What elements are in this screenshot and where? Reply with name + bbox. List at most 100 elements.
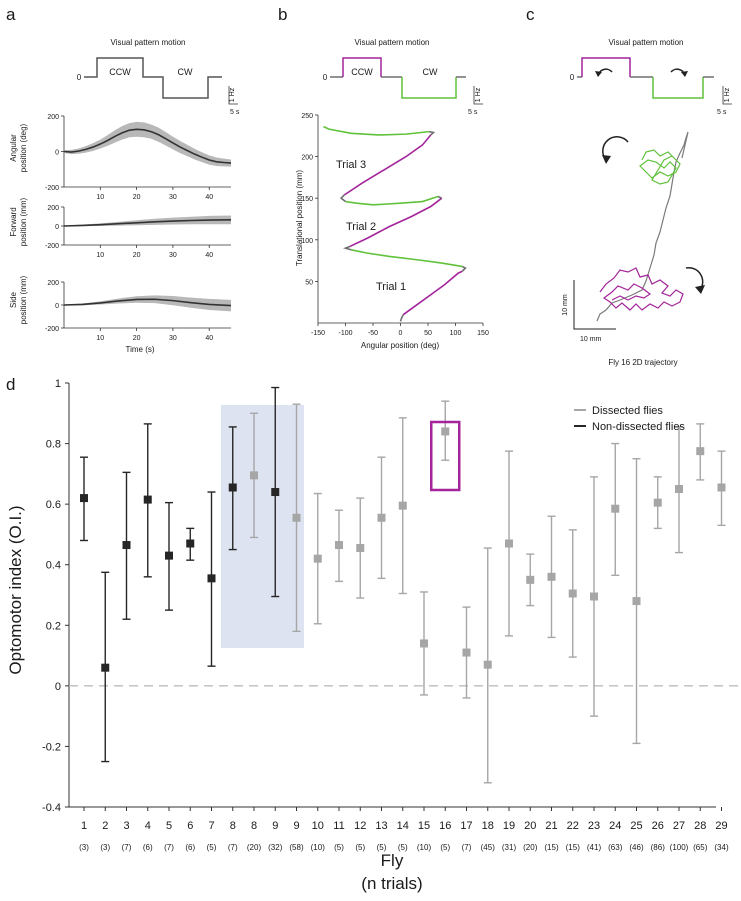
fly-n-trials-label: (3) [100, 843, 110, 852]
stim-title-c: Visual pattern motion [608, 38, 683, 47]
stim-scale-s-b: 5 s [468, 109, 478, 116]
fly-id-label: 23 [588, 820, 600, 832]
panel-b-xtick-label: -100 [338, 330, 352, 337]
trial-2-label: Trial 2 [346, 221, 376, 233]
trajectory-arrowhead-bottom-icon [695, 285, 705, 294]
stim-c-ccw [581, 57, 631, 77]
panel-label-d: d [6, 375, 15, 394]
fly-n-trials-label: (34) [714, 843, 729, 852]
trajectory-segment-ccw [343, 134, 432, 196]
panel-a-angular-plot: 200 0 -200 10 20 30 40 [45, 114, 232, 201]
mean-marker-non-dissected [271, 488, 280, 497]
angular-sd-band [64, 121, 231, 167]
fly-n-trials-label: (65) [693, 843, 708, 852]
mean-marker-non-dissected [165, 551, 173, 560]
angular-ytick-label: 0 [55, 150, 59, 157]
fly-n-trials-label: (5) [334, 843, 344, 852]
mean-marker-dissected [632, 597, 641, 606]
trajectory-segment-cw [345, 195, 439, 206]
panel-b-ylabel: Translational position (mm) [295, 170, 304, 267]
angular-ylabel-1: Angular [9, 134, 18, 162]
fly-n-trials-label: (5) [377, 843, 387, 852]
fly-id-label: 10 [312, 820, 324, 832]
panel-c-caption: Fly 16 2D trajectory [608, 358, 677, 367]
panel-b-ytick-label: 100 [301, 238, 313, 245]
mean-marker-dissected [653, 498, 662, 507]
side-xtick-label: 10 [96, 335, 104, 342]
time-xlabel: Time (s) [125, 345, 154, 354]
fly-n-trials-label: (7) [228, 843, 238, 852]
panel-c-trajectory: 10 mm 10 mm Fly 16 2D trajectory [562, 131, 705, 367]
fly-id-label: 14 [397, 820, 409, 832]
fly-id-label: 2 [102, 820, 108, 832]
mean-marker-dissected [505, 539, 513, 548]
stim-cw-b: CW [423, 67, 438, 77]
side-ylabel-2: position (mm) [19, 275, 28, 324]
fly-n-trials-label: (20) [523, 843, 538, 852]
panel-b-ytick-label: 250 [301, 113, 313, 120]
angular-xtick-label: 40 [205, 194, 213, 201]
fly-id-label: 21 [545, 820, 557, 832]
fly-id-label: 19 [503, 820, 515, 832]
trajectory-ccw [599, 267, 684, 311]
stim-scale-c [722, 86, 732, 105]
panel-d-ytick-label: 0 [55, 681, 61, 693]
highlight-region [221, 405, 304, 648]
stim-trace-a [84, 57, 222, 99]
stim-zero-a: 0 [77, 73, 82, 82]
fly-n-trials-label: (5) [207, 843, 217, 852]
fly-n-trials-label: (58) [289, 843, 304, 852]
side-mean-line [63, 298, 232, 307]
mean-marker-dissected [717, 483, 726, 492]
fly-id-label: 12 [354, 820, 366, 832]
fly-n-trials-label: (32) [268, 843, 283, 852]
fly-id-label: 5 [166, 820, 172, 832]
fly-n-trials-label: (5) [398, 843, 408, 852]
forward-sd-band [64, 215, 231, 227]
stim-cw-a: CW [178, 67, 193, 77]
fly-id-label: 9 [293, 820, 299, 832]
stim-scale-hz-a: 1 Hz [229, 87, 236, 102]
trajectory-segment-ccw [402, 270, 463, 316]
mean-marker-dissected [398, 501, 407, 510]
trajectory-segment-ccw [349, 197, 443, 248]
stim-ccw-b: CCW [351, 67, 373, 77]
panel-a-forward-plot: 200 0 -200 10 20 30 40 [45, 205, 232, 259]
panel-b-xtick-label: -150 [311, 330, 325, 337]
forward-ytick-label: -200 [45, 243, 59, 250]
forward-ytick-label: 0 [55, 224, 59, 231]
mean-marker-dissected [696, 447, 705, 456]
panel-c-stimulus: Visual pattern motion 0 1 Hz 5 s [570, 38, 732, 116]
fly-id-label: 18 [482, 820, 494, 832]
fly-n-trials-label: (41) [587, 843, 602, 852]
angular-ytick-label: -200 [45, 185, 59, 192]
trajectory-neutral [596, 131, 689, 322]
side-xtick-label: 20 [133, 335, 141, 342]
fly-n-trials-label: (86) [651, 843, 666, 852]
mean-marker-dissected [313, 554, 322, 563]
angular-ylabel-2: position (deg) [19, 123, 28, 172]
forward-xtick-label: 30 [169, 252, 177, 259]
panel-b-xtick-label: 50 [424, 330, 432, 337]
stim-ccw-a: CCW [109, 67, 131, 77]
stim-title-a: Visual pattern motion [110, 38, 185, 47]
fly-id-label: 17 [460, 820, 472, 832]
trajectory-segment-neutral [437, 195, 443, 199]
fly-n-trials-label: (6) [185, 843, 195, 852]
angular-xtick-label: 10 [96, 194, 104, 201]
forward-ylabel-1: Forward [9, 207, 18, 236]
fly-id-label: 27 [673, 820, 685, 832]
panel-label-a: a [6, 5, 16, 24]
angular-xtick-label: 20 [133, 194, 141, 201]
fly-id-label: 7 [208, 820, 214, 832]
fly-n-trials-label: (6) [143, 843, 153, 852]
panel-b-stimulus: Visual pattern motion 0 CCW CW 1 Hz 5 s [323, 38, 483, 116]
mean-marker-dissected [547, 572, 556, 581]
mean-marker-non-dissected [186, 539, 195, 548]
side-ytick-label: 0 [55, 303, 59, 310]
mean-marker-dissected [611, 504, 620, 513]
panel-b-xtick-label: 0 [399, 330, 403, 337]
fly-n-trials-label: (15) [566, 843, 581, 852]
trajectory-segment-cw [350, 248, 463, 268]
